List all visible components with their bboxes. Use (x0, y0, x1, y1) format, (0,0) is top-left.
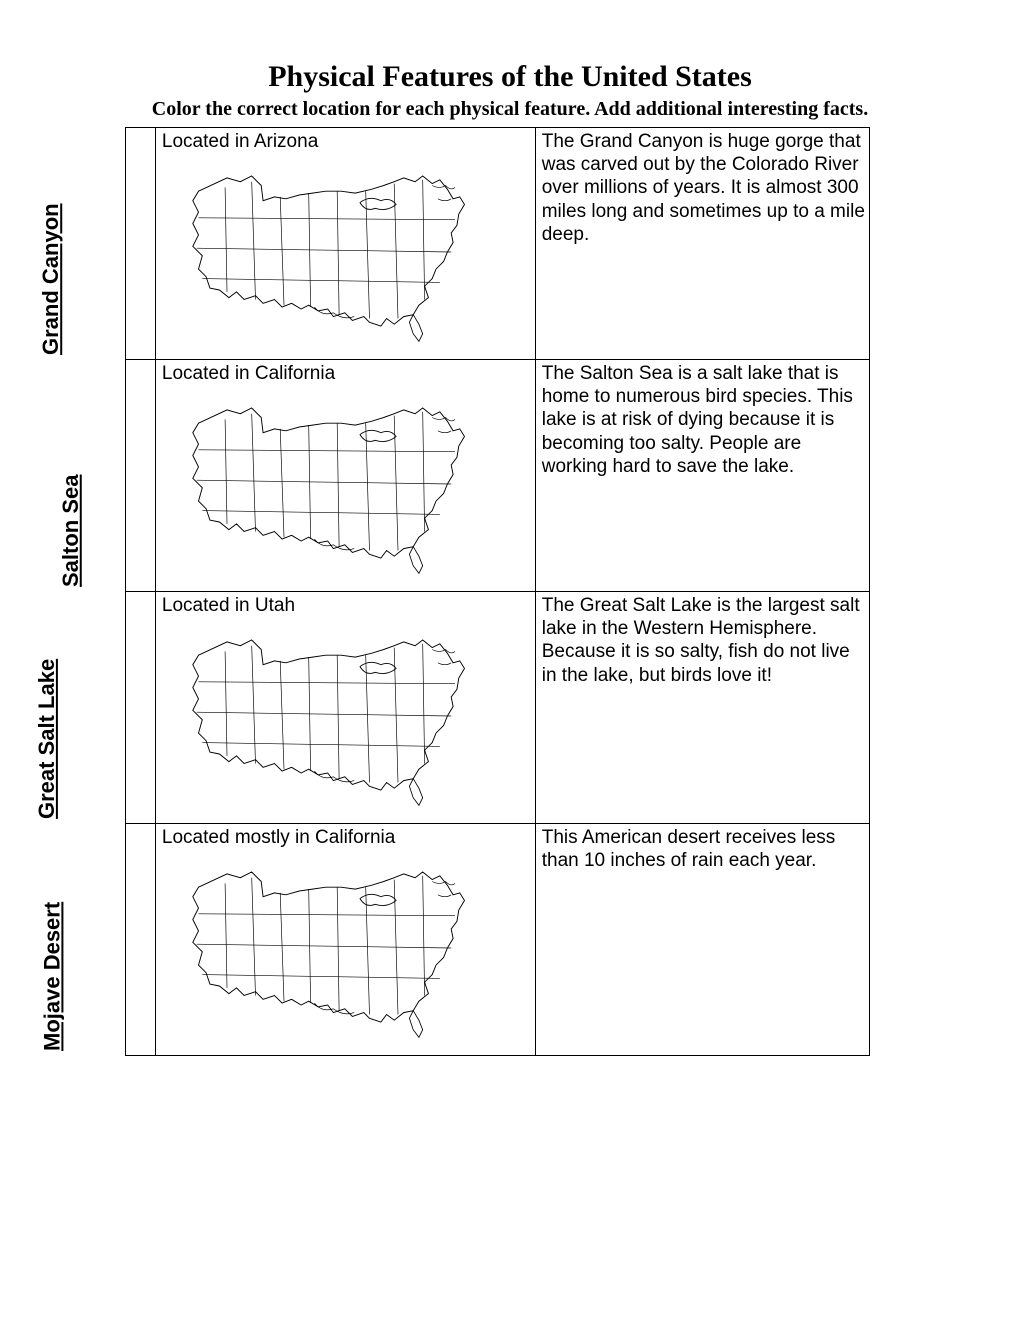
table-row: Great Salt Lake Located in Utah The Grea… (126, 592, 870, 824)
map-cell: Located in Arizona (155, 128, 535, 360)
row-label-cell: Mojave Desert (126, 824, 156, 1056)
table-row: Salton Sea Located in California The Sal… (126, 360, 870, 592)
row-label-cell: Grand Canyon (126, 128, 156, 360)
located-text: Located in Arizona (162, 130, 531, 153)
map-cell: Located mostly in California (155, 824, 535, 1056)
row-label-cell: Great Salt Lake (126, 592, 156, 824)
table-row: Grand Canyon Located in Arizona The Gran… (126, 128, 870, 360)
fact-cell: The Salton Sea is a salt lake that is ho… (535, 360, 869, 592)
feature-label: Great Salt Lake (34, 659, 60, 819)
fact-cell: The Great Salt Lake is the largest salt … (535, 592, 869, 824)
page-subtitle: Color the correct location for each phys… (95, 98, 925, 121)
us-map (162, 157, 531, 347)
features-table: Grand Canyon Located in Arizona The Gran… (125, 127, 870, 1056)
located-text: Located mostly in California (162, 826, 531, 849)
map-cell: Located in Utah (155, 592, 535, 824)
us-map (162, 389, 531, 579)
worksheet-page: Physical Features of the United States C… (0, 0, 1020, 1320)
located-text: Located in Utah (162, 594, 531, 617)
page-title: Physical Features of the United States (95, 60, 925, 94)
row-label-cell: Salton Sea (126, 360, 156, 592)
fact-cell: This American desert receives less than … (535, 824, 869, 1056)
table-row: Mojave Desert Located mostly in Californ… (126, 824, 870, 1056)
map-cell: Located in California (155, 360, 535, 592)
us-map (162, 621, 531, 811)
feature-label: Grand Canyon (39, 203, 65, 355)
feature-label: Salton Sea (58, 475, 84, 587)
fact-cell: The Grand Canyon is huge gorge that was … (535, 128, 869, 360)
located-text: Located in California (162, 362, 531, 385)
feature-label: Mojave Desert (40, 902, 66, 1051)
us-map (162, 853, 531, 1043)
